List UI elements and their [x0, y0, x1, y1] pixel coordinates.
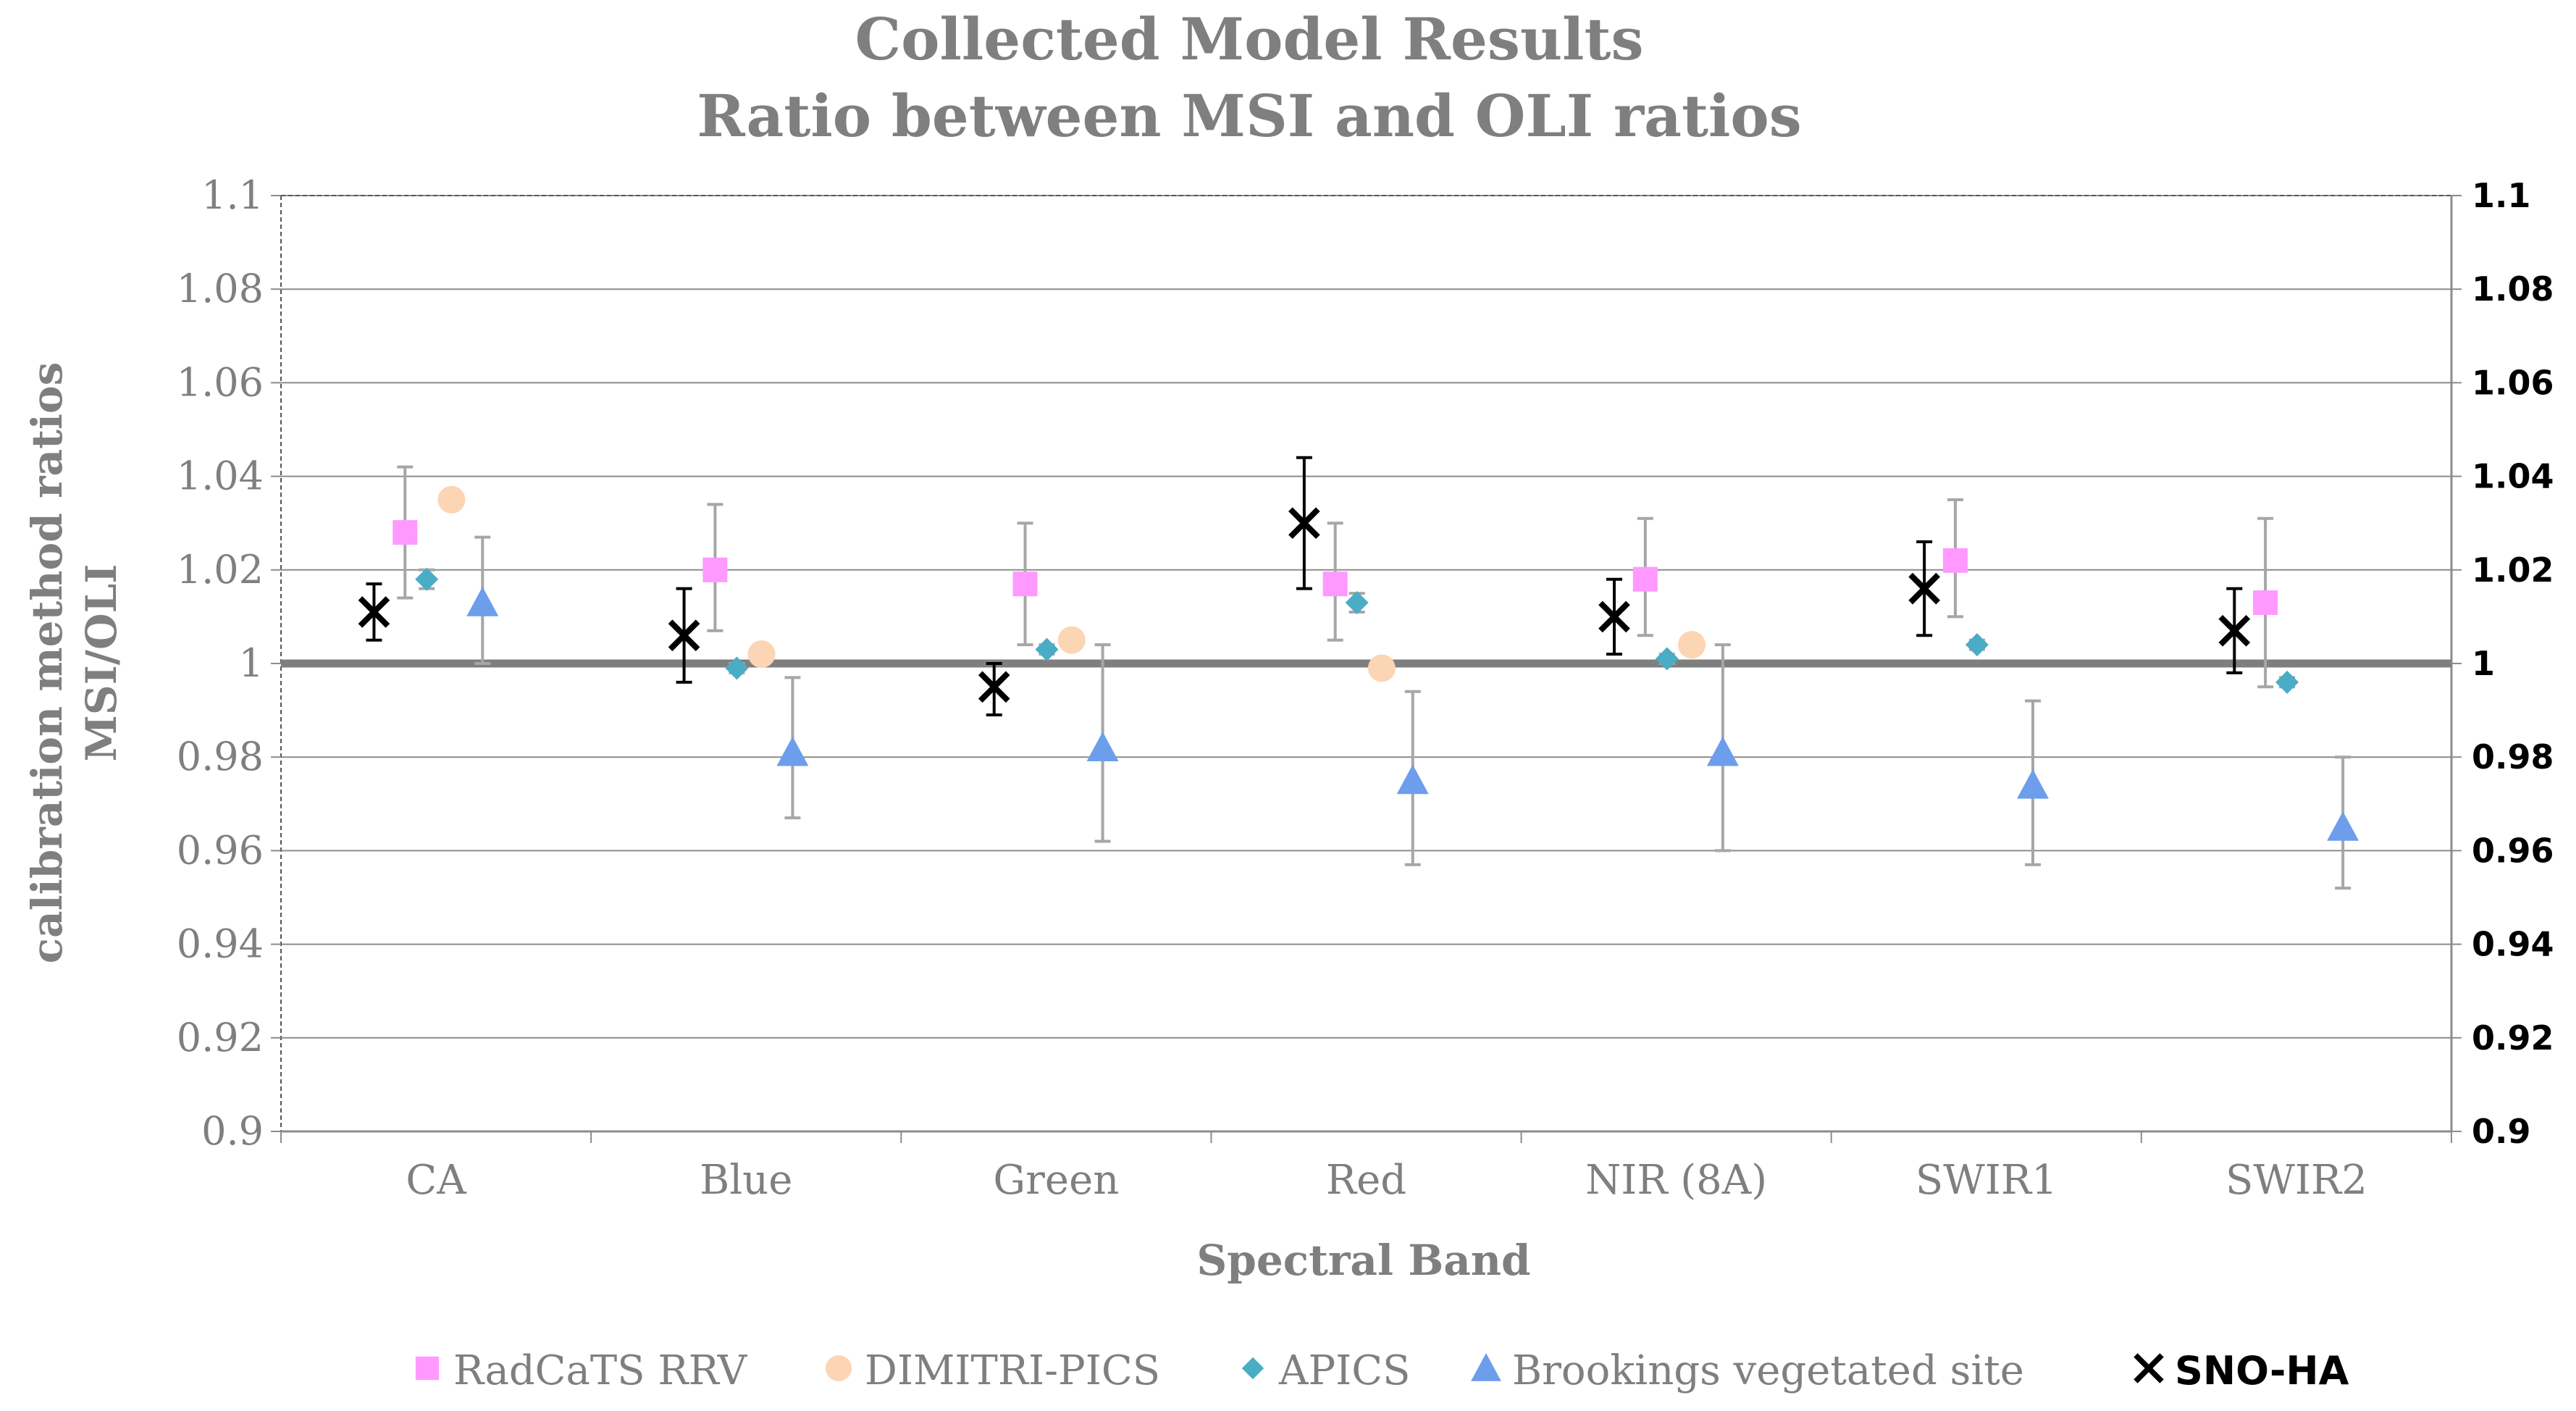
- legend-marker: [415, 1356, 440, 1381]
- data-point: [1288, 507, 1320, 540]
- y2-tick-label: 1: [2472, 644, 2495, 683]
- y2-tick-label: 0.9: [2472, 1112, 2531, 1151]
- data-point: [747, 640, 776, 669]
- y-tick-label: 0.96: [177, 827, 264, 873]
- x-category-label: CA: [406, 1157, 466, 1204]
- data-point: [1632, 566, 1658, 592]
- data-point: [1086, 732, 1119, 761]
- data-point: [1965, 633, 1989, 657]
- legend-marker: [825, 1355, 852, 1382]
- data-point: [2275, 670, 2299, 694]
- legend-label: RadCaTS RRV: [453, 1347, 748, 1394]
- legend-label: SNO-HA: [2175, 1348, 2349, 1394]
- series-dimitri-pics: [437, 485, 1706, 682]
- y-tick-label: 1.1: [201, 172, 264, 218]
- data-series: [358, 456, 2359, 890]
- x-category-label: SWIR1: [1916, 1157, 2057, 1204]
- y2-tick-label: 1.08: [2472, 269, 2554, 309]
- x-axis-title: Spectral Band: [1196, 1236, 1530, 1285]
- y-axis-left: 0.9 0.92 0.94 0.96 0.98 1 1.02 1.04 1.06 1.08 1.1: [177, 172, 281, 1154]
- data-point: [725, 656, 749, 680]
- data-point: [415, 567, 439, 591]
- x-category-label: NIR (8A): [1585, 1157, 1767, 1204]
- data-point: [1678, 631, 1706, 659]
- data-point: [1367, 654, 1396, 682]
- y2-tick-label: 0.92: [2472, 1018, 2554, 1058]
- legend-item: DIMITRI-PICS: [825, 1347, 1160, 1394]
- data-point: [1706, 736, 1739, 766]
- data-point: [1345, 591, 1369, 615]
- y2-tick-label: 0.94: [2472, 925, 2554, 964]
- data-point: [2218, 614, 2251, 647]
- chart-title: Collected Model Results: [855, 5, 1643, 73]
- legend-label: APICS: [1278, 1347, 1410, 1394]
- data-point: [393, 520, 418, 545]
- legend-item: Brookings vegetated site: [1471, 1347, 2024, 1394]
- data-point: [1012, 571, 1038, 597]
- y2-tick-label: 1.06: [2472, 363, 2554, 402]
- legend-marker: [2134, 1353, 2164, 1383]
- y-tick-label: 0.94: [177, 921, 264, 967]
- y-tick-label: 0.9: [201, 1108, 264, 1154]
- legend-marker: [1471, 1353, 1501, 1381]
- data-point: [1598, 600, 1630, 633]
- y-tick-label: 1.04: [177, 453, 264, 499]
- y2-tick-label: 1.04: [2472, 457, 2554, 496]
- data-point: [776, 736, 809, 766]
- data-point: [437, 485, 466, 514]
- y-tick-label: 1.02: [177, 547, 264, 593]
- series-radcats-rrv: [393, 465, 2278, 689]
- data-point: [978, 671, 1010, 703]
- y2-tick-label: 1.1: [2472, 176, 2531, 215]
- data-point: [1655, 647, 1679, 671]
- data-point: [1908, 572, 1940, 605]
- y-axis-title-line2: MSI/OLI: [77, 564, 126, 762]
- data-point: [1396, 764, 1429, 795]
- legend-label: DIMITRI-PICS: [865, 1347, 1160, 1394]
- data-point: [2017, 769, 2050, 799]
- legend: RadCaTS RRV DIMITRI-PICS APICS Brookings ve…: [415, 1347, 2349, 1394]
- data-point: [1942, 548, 1968, 573]
- y-tick-label: 1.06: [177, 359, 264, 405]
- legend-item: SNO-HA: [2134, 1348, 2349, 1394]
- data-point: [2327, 811, 2359, 841]
- x-category-label: Blue: [700, 1157, 792, 1204]
- series-apics: [415, 567, 2299, 694]
- legend-label: Brookings vegetated site: [1512, 1347, 2024, 1394]
- y-tick-label: 1: [239, 640, 264, 686]
- x-axis: CA Blue Green Red NIR (8A) SWIR1 SWIR2: [280, 1131, 2452, 1204]
- legend-marker: [1241, 1357, 1264, 1380]
- data-point: [1035, 637, 1059, 661]
- legend-item: APICS: [1241, 1347, 1410, 1394]
- data-point: [702, 557, 728, 582]
- series-brookings-vegetated-site: [466, 535, 2359, 890]
- y-tick-label: 0.98: [177, 734, 264, 779]
- y-axis-title: calibration method ratios: [22, 362, 72, 964]
- y-tick-label: 0.92: [177, 1015, 264, 1060]
- data-point: [1322, 571, 1348, 597]
- x-category-label: Red: [1326, 1157, 1406, 1204]
- data-point: [1057, 626, 1086, 654]
- series-sno-ha: [358, 456, 2251, 717]
- y2-tick-label: 0.96: [2472, 831, 2554, 870]
- chart-subtitle: Ratio between MSI and OLI ratios: [697, 82, 1802, 150]
- legend-item: RadCaTS RRV: [415, 1347, 748, 1394]
- y2-tick-label: 1.02: [2472, 550, 2554, 590]
- y-tick-label: 1.08: [177, 266, 264, 311]
- y-axis-right: 0.9 0.92 0.94 0.96 0.98 1 1.02 1.04 1.06 1.08 1.1: [2451, 176, 2554, 1151]
- data-point: [358, 596, 390, 628]
- data-point: [2253, 590, 2278, 616]
- x-category-label: Green: [993, 1157, 1119, 1204]
- data-point: [466, 587, 499, 616]
- x-category-label: SWIR2: [2225, 1157, 2367, 1204]
- y2-tick-label: 0.98: [2472, 737, 2554, 776]
- data-point: [668, 619, 700, 652]
